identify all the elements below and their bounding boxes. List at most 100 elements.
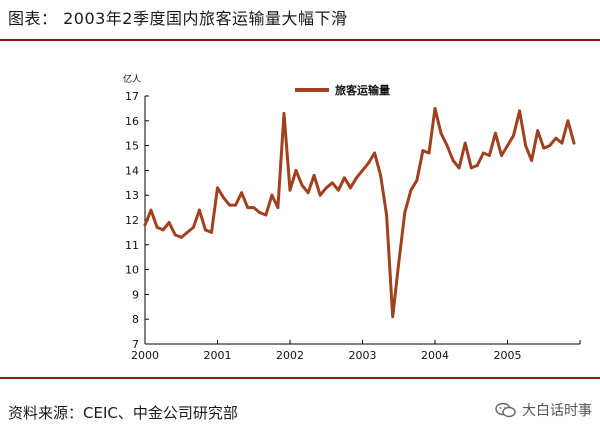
- data-point: [318, 193, 322, 197]
- data-point: [306, 191, 310, 195]
- data-point: [246, 206, 250, 210]
- data-point: [222, 196, 225, 200]
- data-point: [445, 144, 449, 148]
- x-tick-label: 2001: [204, 349, 232, 362]
- data-point: [355, 176, 358, 180]
- data-point: [506, 144, 509, 148]
- data-point: [149, 208, 153, 212]
- data-point: [361, 169, 364, 172]
- data-point: [433, 107, 437, 110]
- series-line: [143, 106, 576, 319]
- x-tick-label: 2003: [349, 349, 377, 362]
- data-point: [548, 144, 552, 148]
- data-point: [385, 213, 388, 217]
- source-note: 资料来源：CEIC、中金公司研究部: [8, 404, 238, 422]
- data-point: [457, 166, 461, 170]
- data-point: [167, 221, 171, 224]
- data-point: [349, 186, 352, 190]
- bottom-rule: [0, 377, 600, 379]
- data-point: [566, 119, 570, 123]
- data-point: [500, 154, 503, 157]
- y-tick-label: 8: [132, 313, 139, 326]
- data-point: [161, 228, 165, 232]
- y-tick-label: 16: [125, 115, 139, 128]
- data-point: [173, 233, 177, 237]
- data-point: [234, 203, 238, 207]
- y-tick-label: 9: [132, 288, 139, 301]
- data-point: [536, 129, 540, 133]
- y-tick-label: 15: [125, 140, 139, 153]
- x-tick-label: 2005: [494, 349, 522, 362]
- top-rule: [0, 39, 600, 41]
- y-tick-label: 10: [125, 264, 139, 277]
- data-point: [409, 188, 413, 192]
- data-point: [282, 112, 286, 115]
- data-point: [482, 151, 485, 155]
- data-point: [155, 226, 159, 229]
- data-point: [391, 315, 395, 319]
- data-point: [330, 181, 334, 185]
- y-tick-label: 14: [125, 164, 139, 177]
- data-point: [185, 231, 189, 234]
- data-point: [204, 228, 207, 232]
- watermark: 大白话时事: [495, 400, 592, 420]
- data-point: [518, 109, 521, 113]
- data-point: [324, 186, 328, 190]
- y-tick-label: 11: [125, 239, 139, 252]
- data-point: [367, 161, 370, 165]
- data-point: [439, 131, 443, 135]
- watermark-text: 大白话时事: [522, 403, 592, 419]
- data-point: [421, 149, 425, 153]
- data-point: [488, 154, 491, 157]
- data-point: [451, 159, 455, 162]
- x-tick-label: 2000: [131, 349, 159, 362]
- figure-title: 图表： 2003年2季度国内旅客运输量大幅下滑: [8, 9, 348, 28]
- wechat-icon: [495, 402, 516, 418]
- data-point: [143, 223, 147, 227]
- data-point: [270, 193, 274, 197]
- data-point: [397, 260, 401, 264]
- data-point: [312, 174, 316, 177]
- data-point: [512, 134, 515, 138]
- data-point: [198, 208, 201, 212]
- data-point: [494, 131, 497, 135]
- y-tick-label: 13: [125, 189, 139, 202]
- data-point: [530, 159, 533, 162]
- y-tick-label: 7: [132, 338, 139, 351]
- y-axis-unit: 亿人: [123, 73, 141, 85]
- data-point: [469, 166, 473, 170]
- data-point: [560, 141, 564, 145]
- data-point: [373, 151, 376, 155]
- y-tick-label: 17: [125, 90, 139, 103]
- data-point: [288, 188, 292, 192]
- data-point: [210, 231, 213, 234]
- line-chart: 7 8 9 10 11 12 13 14 15 16 17 亿人 2000 2001 2002 2003 200…: [123, 73, 581, 362]
- y-tick-label: 12: [125, 214, 139, 227]
- data-point: [542, 146, 546, 150]
- data-point: [240, 191, 244, 195]
- data-point: [179, 236, 183, 239]
- data-point: [427, 151, 431, 155]
- data-point: [276, 206, 280, 210]
- data-point: [228, 203, 232, 207]
- x-tick-label: 2002: [276, 349, 304, 362]
- data-point: [192, 226, 195, 229]
- data-point: [379, 174, 382, 177]
- legend-label: 旅客运输量: [335, 83, 390, 97]
- x-tick-label: 2004: [421, 349, 449, 362]
- data-point: [294, 169, 298, 172]
- data-point: [216, 186, 219, 190]
- data-point: [475, 164, 479, 167]
- data-point: [264, 213, 268, 217]
- data-point: [572, 141, 576, 145]
- data-point: [337, 188, 340, 192]
- data-point: [258, 211, 262, 215]
- data-point: [415, 178, 419, 182]
- data-point: [524, 144, 527, 148]
- data-point: [300, 183, 304, 187]
- data-point: [403, 211, 407, 215]
- data-point: [554, 136, 558, 140]
- data-point: [343, 176, 346, 180]
- data-point: [463, 141, 467, 145]
- data-point: [252, 206, 256, 210]
